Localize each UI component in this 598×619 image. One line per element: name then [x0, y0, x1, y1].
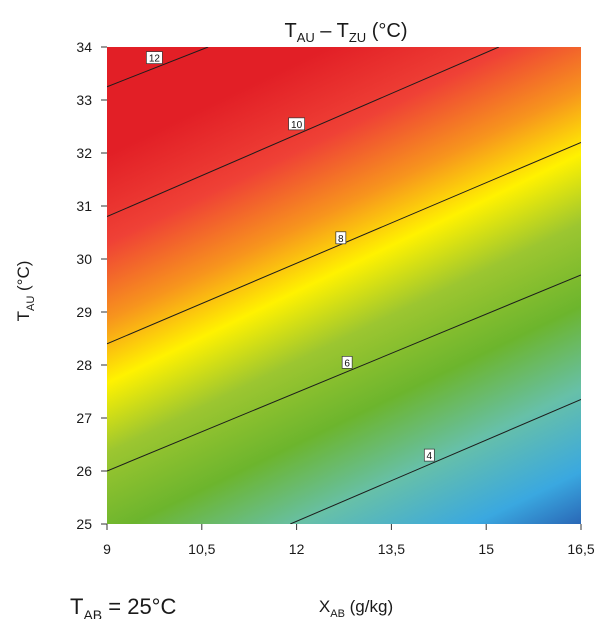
contour-label-12: 12 [149, 54, 161, 65]
contour-line-12 [107, 47, 209, 88]
x-tick-label: 9 [103, 541, 111, 557]
y-tick-label: 32 [76, 145, 92, 161]
x-tick-label: 15 [478, 541, 494, 557]
contour-label-10: 10 [291, 120, 303, 131]
y-axis: 25 26 27 28 29 30 31 32 33 34 [76, 39, 107, 532]
color-field [107, 47, 581, 524]
y-tick-label: 27 [76, 410, 92, 426]
x-tick-label: 13,5 [378, 541, 405, 557]
contour-label-box-10 [288, 117, 305, 131]
x-tick-label: 12 [289, 541, 305, 557]
contour-label-box-12 [146, 51, 163, 64]
plot-area: 4 6 8 10 12 [107, 47, 581, 524]
contour-label-box-8 [335, 231, 347, 245]
contour-label-4: 4 [427, 451, 433, 462]
y-tick-label: 25 [76, 516, 92, 532]
contour-line-10 [107, 47, 500, 218]
y-tick-label: 34 [76, 39, 92, 55]
x-axis-title: XAB (g/kg) [319, 597, 393, 619]
contour-line-6 [107, 274, 581, 472]
contour-label-6: 6 [344, 358, 350, 369]
y-tick-label: 29 [76, 304, 92, 320]
chart-title: TAU – TZU (°C) [284, 20, 407, 45]
contour-label-8: 8 [338, 234, 344, 245]
y-tick-label: 30 [76, 251, 92, 267]
x-tick-label: 16,5 [567, 541, 594, 557]
y-axis-title: TAU (°C) [14, 261, 37, 322]
x-axis: 9 10,5 12 13,5 15 16,5 [103, 524, 595, 557]
contour-label-box-4 [423, 448, 435, 462]
contour-line-4 [290, 398, 581, 524]
contour-label-box-6 [341, 356, 353, 369]
x-tick-label: 10,5 [188, 541, 215, 557]
y-tick-label: 28 [76, 357, 92, 373]
condition-annotation: TAB = 25°C [70, 594, 176, 619]
y-tick-label: 26 [76, 463, 92, 479]
y-tick-label: 33 [76, 92, 92, 108]
y-tick-label: 31 [76, 198, 92, 214]
